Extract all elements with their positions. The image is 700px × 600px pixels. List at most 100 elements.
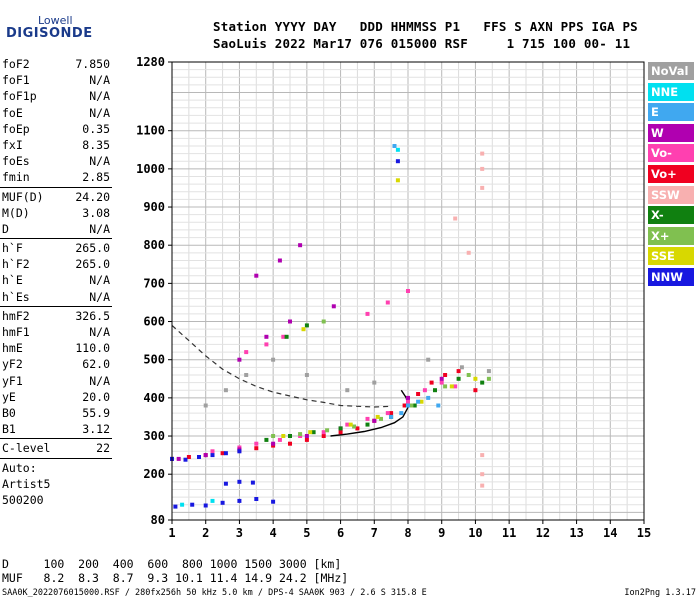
- x-tick-label: 11: [502, 526, 516, 540]
- legend-nnw: NNW: [648, 267, 694, 286]
- echo-point: [453, 216, 458, 221]
- echo-point: [210, 453, 215, 458]
- echo-point: [439, 376, 444, 381]
- param-name: h`F2: [2, 257, 30, 272]
- echo-point: [288, 434, 292, 438]
- x-tick-label: 10: [468, 526, 482, 540]
- echo-point: [308, 430, 313, 435]
- param-value: N/A: [89, 89, 110, 104]
- echo-point: [466, 250, 471, 255]
- echo-point: [325, 428, 330, 433]
- param-row: hmE 110.0: [0, 340, 112, 356]
- legend-x-: X+: [648, 226, 694, 245]
- param-row: foF1p N/A: [0, 88, 112, 104]
- echo-point: [304, 323, 309, 328]
- echo-point: [220, 500, 225, 505]
- param-value: 326.5: [75, 308, 110, 323]
- version-label: Ion2Png 1.3.17: [624, 588, 696, 598]
- param-name: B0: [2, 405, 16, 420]
- echo-point: [486, 369, 491, 374]
- param-separator: [0, 305, 112, 307]
- echo-point: [254, 497, 259, 501]
- param-value: 24.20: [75, 189, 110, 204]
- echo-point: [348, 422, 353, 427]
- param-value: 22: [96, 441, 110, 456]
- param-name: hmF2: [2, 308, 30, 323]
- echo-point: [271, 441, 276, 446]
- echo-point: [385, 411, 390, 416]
- echo-point: [395, 178, 400, 183]
- echo-point: [271, 434, 276, 438]
- echo-point: [466, 373, 471, 377]
- param-name: hmF1: [2, 325, 30, 339]
- param-value: 3.12: [82, 422, 110, 437]
- echo-point: [304, 434, 309, 438]
- echo-point: [345, 422, 350, 427]
- digisonde-logo: Lowell DIGISONDE: [0, 4, 92, 44]
- param-row: foEp 0.35: [0, 121, 112, 137]
- y-tick-label: 600: [143, 315, 165, 329]
- y-tick-label: 200: [143, 467, 165, 481]
- param-name: foEp: [2, 121, 30, 136]
- logo-digisonde-text: DIGISONDE: [6, 26, 93, 41]
- echo-point: [365, 311, 370, 316]
- y-tick-label: 500: [143, 353, 165, 367]
- param-value: 20.0: [82, 389, 110, 404]
- param-name: yE: [2, 389, 16, 404]
- param-row: D N/A: [0, 221, 112, 237]
- param-value: 62.0: [82, 357, 110, 372]
- extrapolated-profile-curve: [171, 324, 392, 408]
- echo-point: [480, 380, 485, 385]
- legend-noval: NoVal: [648, 62, 694, 80]
- echo-point: [277, 437, 282, 442]
- echo-point: [304, 373, 309, 377]
- echo-point: [406, 289, 410, 293]
- param-row: h`F2 265.0: [0, 256, 112, 272]
- echo-point: [203, 403, 208, 408]
- echo-point: [480, 483, 485, 488]
- echo-point: [264, 342, 269, 347]
- legend-ssw: SSW: [648, 185, 694, 204]
- echo-point: [365, 416, 370, 421]
- legend-sse: SSE: [648, 247, 694, 266]
- autoscaling-text: Auto:: [2, 460, 37, 475]
- echo-point: [352, 424, 357, 429]
- echo-point: [395, 159, 400, 164]
- param-value: N/A: [89, 154, 110, 169]
- x-tick-label: 9: [438, 526, 445, 540]
- echo-point: [419, 399, 424, 404]
- echo-point: [210, 449, 215, 454]
- x-tick-label: 15: [637, 526, 651, 540]
- echo-point: [399, 411, 404, 416]
- header-values: SaoLuis 2022 Mar17 076 015000 RSF 1 715 …: [213, 36, 631, 51]
- param-value: N/A: [89, 73, 110, 88]
- echo-point: [298, 432, 303, 437]
- echo-point: [338, 430, 343, 435]
- param-value: 3.08: [82, 205, 110, 220]
- footer-info: SAA0K_2022076015000.RSF / 280fx256h 50 k…: [2, 588, 427, 598]
- legend-nne: NNE: [648, 82, 694, 101]
- echo-point: [422, 388, 427, 393]
- param-row: hmF1 N/A: [0, 324, 112, 340]
- x-tick-label: 12: [536, 526, 550, 540]
- series-vo-: [170, 369, 478, 461]
- echo-point: [406, 395, 410, 400]
- legend-vo-: Vo+: [648, 164, 694, 183]
- muf-row: MUF 8.2 8.3 8.7 9.3 10.1 11.4 14.9 24.2 …: [2, 571, 349, 585]
- x-tick-label: 7: [371, 526, 378, 540]
- x-tick-label: 8: [404, 526, 411, 540]
- x-tick-label: 13: [569, 526, 583, 540]
- param-value: N/A: [89, 273, 110, 288]
- echo-point: [426, 357, 431, 362]
- x-tick-label: 1: [168, 526, 175, 540]
- echo-point: [406, 399, 410, 404]
- param-name: foE: [2, 105, 23, 120]
- param-value: 265.0: [75, 241, 110, 256]
- autoscaling-line2: Artist5: [0, 476, 112, 492]
- echo-point: [304, 437, 309, 442]
- y-tick-label: 300: [143, 429, 165, 443]
- x-tick-label: 6: [337, 526, 344, 540]
- echo-point: [345, 388, 350, 393]
- echo-point: [176, 456, 181, 461]
